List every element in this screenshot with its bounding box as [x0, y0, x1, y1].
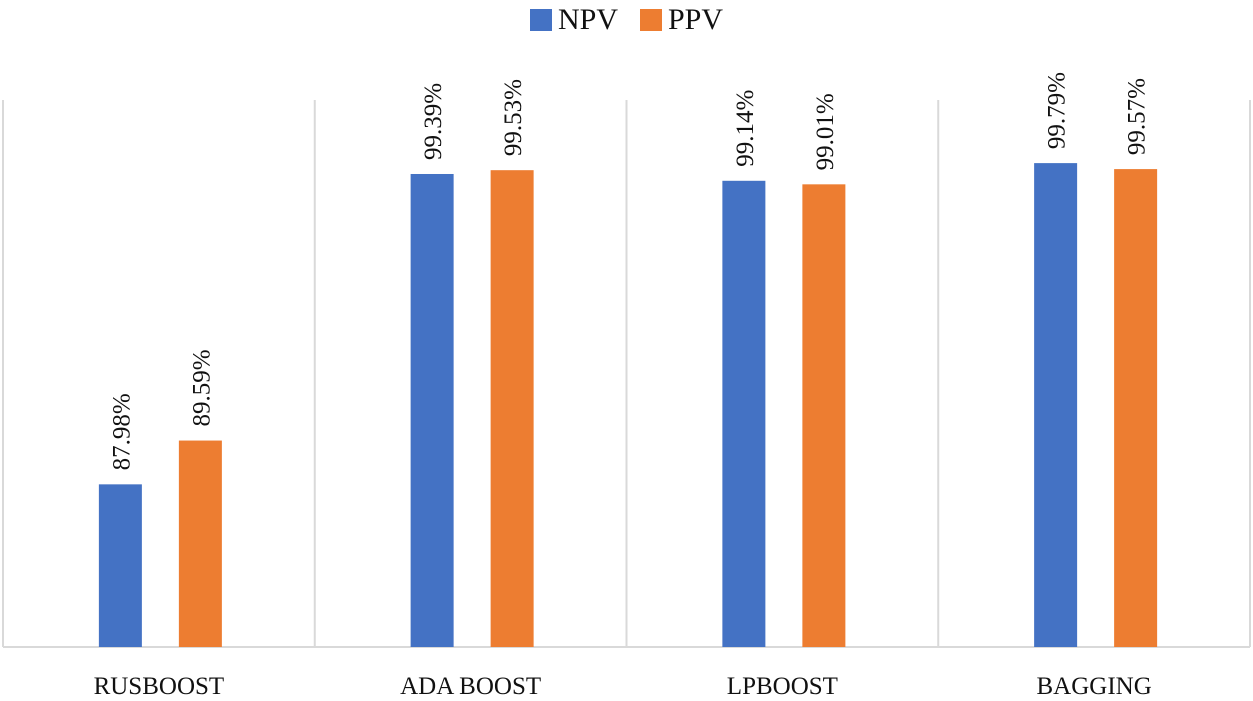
legend-label-npv: NPV — [557, 3, 618, 36]
bar-npv-lpboost — [722, 180, 766, 648]
bar-ppv-rusboost — [178, 440, 222, 647]
legend-item-npv: NPV — [529, 3, 618, 37]
bar-npv-bagging — [1034, 163, 1078, 647]
x-tick-label-bagging: BAGGING — [1036, 673, 1151, 700]
data-label-ppv-bagging: 99.57% — [1124, 78, 1151, 155]
data-label-npv-bagging: 99.79% — [1044, 72, 1071, 149]
x-tick-label-lpboost: LPBOOST — [727, 673, 838, 700]
chart-legend: NPV PPV — [0, 2, 1253, 38]
data-label-npv-lpboost: 99.14% — [732, 90, 759, 167]
bar-ppv-bagging — [1114, 169, 1158, 647]
legend-swatch-ppv — [639, 9, 662, 31]
data-label-npv-rusboost: 87.98% — [108, 393, 135, 470]
legend-item-ppv: PPV — [639, 3, 724, 37]
bar-ppv-ada-boost — [490, 170, 534, 647]
data-label-ppv-lpboost: 99.01% — [812, 93, 839, 170]
legend-swatch-npv — [529, 9, 552, 31]
bar-npv-ada-boost — [410, 173, 454, 647]
x-tick-label-rusboost: RUSBOOST — [94, 673, 225, 700]
data-label-ppv-rusboost: 89.59% — [188, 349, 215, 426]
x-tick-label-ada-boost: ADA BOOST — [400, 673, 541, 700]
data-label-npv-ada-boost: 99.39% — [420, 83, 447, 160]
legend-label-ppv: PPV — [667, 3, 724, 36]
data-label-ppv-ada-boost: 99.53% — [500, 79, 527, 156]
bar-ppv-lpboost — [802, 184, 846, 647]
bar-npv-rusboost — [98, 484, 142, 647]
